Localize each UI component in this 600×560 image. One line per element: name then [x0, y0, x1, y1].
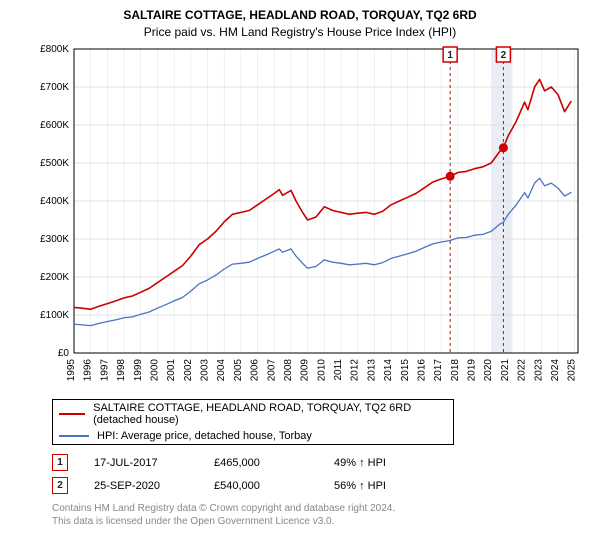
- legend-swatch: [59, 413, 85, 415]
- svg-text:£800K: £800K: [40, 45, 69, 55]
- svg-text:1996: 1996: [83, 359, 94, 382]
- marker-table: 1 17-JUL-2017£465,00049% ↑ HPI 2 25-SEP-202…: [52, 451, 588, 497]
- footer-line-2: This data is licensed under the Open Gov…: [52, 516, 588, 529]
- svg-text:2008: 2008: [283, 359, 294, 382]
- svg-text:2002: 2002: [183, 359, 194, 382]
- svg-text:2013: 2013: [366, 359, 377, 382]
- svg-text:2014: 2014: [383, 359, 394, 382]
- svg-text:£600K: £600K: [40, 120, 69, 131]
- marker-price: £465,000: [214, 457, 334, 469]
- svg-text:2005: 2005: [233, 359, 244, 382]
- legend-label: SALTAIRE COTTAGE, HEADLAND ROAD, TORQUAY…: [93, 402, 447, 426]
- svg-text:1995: 1995: [66, 359, 77, 382]
- price-chart: £0 £100K £200K £300K £400K £500K £600K £700K £80…: [32, 45, 588, 391]
- marker-diff: 56% ↑ HPI: [334, 480, 454, 492]
- svg-text:2017: 2017: [433, 359, 444, 382]
- svg-text:2003: 2003: [200, 359, 211, 382]
- svg-text:1999: 1999: [133, 359, 144, 382]
- svg-text:2012: 2012: [350, 359, 361, 382]
- marker-number-box: 2: [52, 477, 68, 494]
- svg-text:£700K: £700K: [40, 82, 69, 93]
- svg-text:2022: 2022: [517, 359, 528, 382]
- svg-text:1998: 1998: [116, 359, 127, 382]
- svg-text:2024: 2024: [550, 359, 561, 382]
- svg-text:£400K: £400K: [40, 196, 69, 207]
- svg-text:2006: 2006: [250, 359, 261, 382]
- svg-text:2018: 2018: [450, 359, 461, 382]
- svg-text:2007: 2007: [266, 359, 277, 382]
- svg-text:2001: 2001: [166, 359, 177, 382]
- svg-text:2009: 2009: [300, 359, 311, 382]
- svg-text:£100K: £100K: [40, 310, 69, 321]
- svg-text:2000: 2000: [149, 359, 160, 382]
- marker-number-box: 1: [52, 454, 68, 471]
- svg-text:£300K: £300K: [40, 234, 69, 245]
- svg-text:2016: 2016: [416, 359, 427, 382]
- svg-text:2020: 2020: [483, 359, 494, 382]
- svg-text:2004: 2004: [216, 359, 227, 382]
- marker-diff: 49% ↑ HPI: [334, 457, 454, 469]
- svg-text:2011: 2011: [333, 359, 344, 381]
- svg-text:2015: 2015: [400, 359, 411, 382]
- footer-line-1: Contains HM Land Registry data © Crown c…: [52, 503, 588, 516]
- marker-row: 2 25-SEP-2020£540,00056% ↑ HPI: [52, 474, 588, 497]
- marker-price: £540,000: [214, 480, 334, 492]
- legend-label: HPI: Average price, detached house, Torb…: [97, 430, 312, 442]
- legend: SALTAIRE COTTAGE, HEADLAND ROAD, TORQUAY…: [52, 399, 454, 445]
- chart-title: SALTAIRE COTTAGE, HEADLAND ROAD, TORQUAY…: [12, 8, 588, 22]
- footer-attribution: Contains HM Land Registry data © Crown c…: [52, 503, 588, 528]
- svg-text:2023: 2023: [533, 359, 544, 382]
- svg-text:2021: 2021: [500, 359, 511, 382]
- svg-text:2025: 2025: [567, 359, 578, 382]
- svg-text:£200K: £200K: [40, 272, 69, 283]
- svg-text:2019: 2019: [467, 359, 478, 382]
- svg-text:1: 1: [447, 50, 453, 61]
- svg-text:£500K: £500K: [40, 158, 69, 169]
- svg-text:1997: 1997: [99, 359, 110, 382]
- svg-text:2010: 2010: [316, 359, 327, 382]
- marker-date: 17-JUL-2017: [94, 457, 214, 469]
- marker-row: 1 17-JUL-2017£465,00049% ↑ HPI: [52, 451, 588, 474]
- chart-subtitle: Price paid vs. HM Land Registry's House …: [12, 25, 588, 39]
- legend-item: SALTAIRE COTTAGE, HEADLAND ROAD, TORQUAY…: [53, 400, 453, 428]
- svg-text:£0: £0: [58, 348, 70, 359]
- legend-item: HPI: Average price, detached house, Torb…: [53, 428, 453, 444]
- svg-text:2: 2: [501, 50, 507, 61]
- marker-date: 25-SEP-2020: [94, 480, 214, 492]
- legend-swatch: [59, 435, 89, 437]
